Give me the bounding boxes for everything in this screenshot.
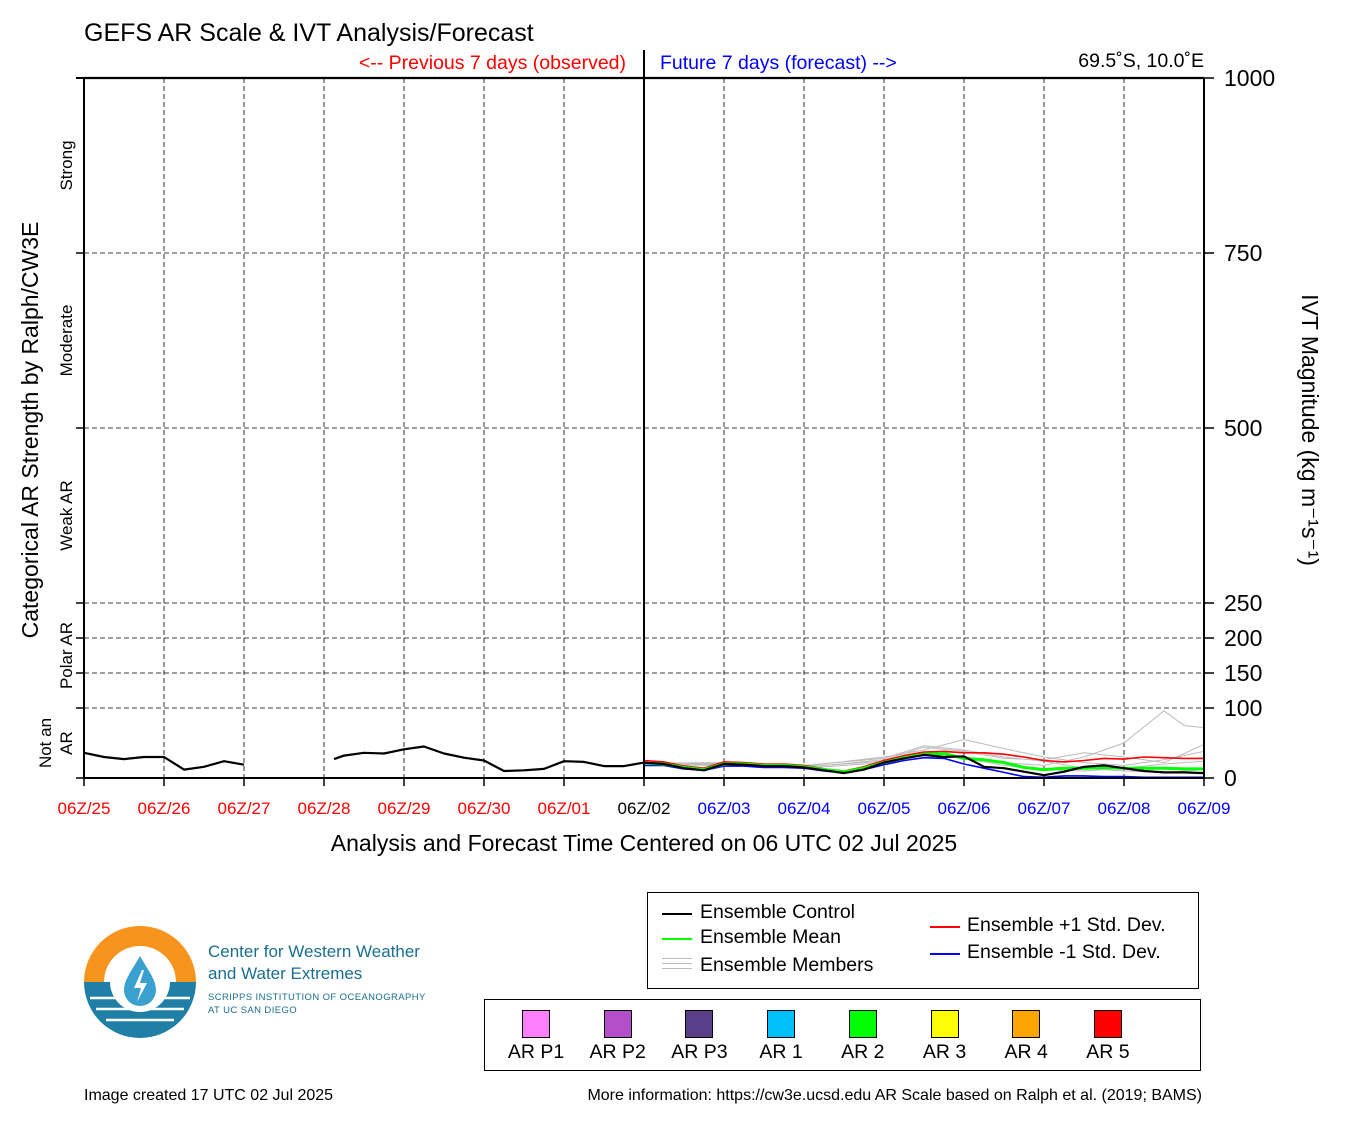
minus-std-line — [644, 756, 1204, 779]
ar-scale-swatch — [685, 1010, 714, 1038]
series-legend: Ensemble Control Ensemble Mean Ensemble … — [647, 892, 1199, 989]
ar-scale-label: AR 5 — [1086, 1041, 1130, 1063]
x-tick-label: 06Z/28 — [298, 799, 351, 818]
category-label: Weak AR — [57, 480, 76, 551]
cw3e-emblem-icon — [84, 926, 196, 1038]
location-label: 69.5˚S, 10.0˚E — [1078, 50, 1204, 72]
ar-scale-label: AR 4 — [1004, 1041, 1048, 1063]
x-tick-label: 06Z/26 — [138, 799, 191, 818]
ar-scale-item: AR P2 — [578, 1010, 658, 1064]
x-tick-label: 06Z/08 — [1098, 799, 1151, 818]
legend-members-swatch — [662, 958, 692, 969]
logo-subtitle-line1: SCRIPPS INSTITUTION OF OCEANOGRAPHY — [208, 992, 426, 1003]
logo-title-line1: Center for Western Weather — [208, 942, 420, 961]
ar-scale-item: AR P3 — [659, 1010, 739, 1064]
x-tick-label: 06Z/05 — [858, 799, 911, 818]
ensemble-control-line — [333, 745, 1205, 777]
ar-scale-item: AR 1 — [741, 1010, 821, 1064]
legend-plus-std-label: Ensemble +1 Std. Dev. — [967, 914, 1166, 936]
ivt-chart: GEFS AR Scale & IVT Analysis/Forecast <-… — [17, 19, 1323, 856]
ar-scale-item: AR 3 — [905, 1010, 985, 1064]
future-days-label: Future 7 days (forecast) --> — [660, 52, 897, 74]
ar-scale-label: AR 2 — [841, 1041, 885, 1063]
legend-control-label: Ensemble Control — [700, 901, 855, 923]
x-tick-label: 06Z/06 — [938, 799, 991, 818]
y-tick-label: 750 — [1224, 240, 1262, 266]
ar-scale-legend: AR P1 AR P2 AR P3 AR 1 AR 2 AR 3 AR 4 AR 5 — [484, 999, 1201, 1071]
ar-scale-item: AR 4 — [986, 1010, 1066, 1064]
plus-std-line — [643, 750, 1204, 772]
x-tick-label: 06Z/07 — [1018, 799, 1071, 818]
ar-scale-item: AR 5 — [1068, 1010, 1148, 1064]
cw3e-logo: Center for Western Weather and Water Ext… — [84, 926, 474, 1041]
y-tick-label: 250 — [1224, 590, 1262, 616]
ar-scale-label: AR 1 — [759, 1041, 803, 1063]
y-tick-label: 100 — [1224, 695, 1262, 721]
ar-scale-swatch — [522, 1010, 550, 1038]
ar-scale-label: AR P1 — [507, 1041, 565, 1063]
x-tick-label: 06Z/04 — [778, 799, 831, 818]
ar-scale-item: AR P1 — [496, 1010, 576, 1064]
legend-plus-std-swatch — [930, 926, 960, 928]
x-tick-label: 06Z/03 — [698, 799, 751, 818]
x-tick-label: 06Z/09 — [1178, 799, 1231, 818]
ar-scale-swatch — [848, 1010, 877, 1038]
axes: 0 100 150 200 250 500 750 1000 06Z/25 06Z/26 06Z/2… — [58, 50, 1275, 818]
ar-scale-label: AR P2 — [589, 1041, 646, 1063]
previous-days-label: <-- Previous 7 days (observed) — [359, 52, 626, 74]
ar-scale-swatch — [1012, 1010, 1041, 1038]
legend-minus-std-label: Ensemble -1 Std. Dev. — [967, 941, 1161, 963]
x-tick-label: 06Z/30 — [458, 799, 511, 818]
x-tick-label: 06Z/27 — [218, 799, 271, 818]
y-tick-label: 0 — [1224, 765, 1237, 791]
more-info-note: More information: https://cw3e.ucsd.edu … — [587, 1087, 1202, 1104]
ar-scale-item: AR 2 — [823, 1010, 903, 1064]
category-label: Not an — [36, 718, 55, 768]
series-lines — [83, 710, 1205, 779]
y-tick-label: 1000 — [1224, 65, 1275, 91]
ar-scale-swatch — [767, 1010, 796, 1038]
legend-mean-swatch — [662, 938, 692, 940]
logo-subtitle-line2: AT UC SAN DIEGO — [208, 1005, 298, 1016]
x-tick-label: 06Z/02 — [618, 799, 671, 818]
y-tick-label: 500 — [1224, 415, 1262, 441]
left-axis-title: Categorical AR Strength by Ralph/CW3E — [17, 222, 43, 639]
legend-control-swatch — [662, 913, 692, 915]
y-tick-label: 200 — [1224, 625, 1262, 651]
legend-mean-label: Ensemble Mean — [700, 926, 841, 948]
category-label: AR — [57, 731, 76, 755]
category-label: Strong — [57, 140, 76, 190]
x-axis-title: Analysis and Forecast Time Centered on 0… — [331, 830, 957, 856]
ar-scale-label: AR 3 — [922, 1041, 967, 1063]
logo-title-line2: and Water Extremes — [208, 964, 363, 983]
ar-scale-swatch — [930, 1010, 959, 1038]
x-tick-label: 06Z/29 — [378, 799, 431, 818]
x-tick-label: 06Z/25 — [58, 799, 111, 818]
ar-scale-swatch — [1093, 1010, 1122, 1038]
y-tick-label: 150 — [1224, 660, 1262, 686]
ar-scale-label: AR P3 — [671, 1041, 728, 1063]
chart-title: GEFS AR Scale & IVT Analysis/Forecast — [84, 19, 534, 47]
legend-minus-std-swatch — [930, 953, 960, 955]
ar-scale-swatch — [603, 1010, 632, 1038]
right-axis-title: IVT Magnitude (kg m⁻¹s⁻¹) — [1297, 294, 1323, 566]
category-label: Polar AR — [57, 622, 76, 689]
ensemble-control-line — [83, 751, 245, 771]
x-tick-label: 06Z/01 — [538, 799, 591, 818]
category-label: Moderate — [57, 305, 76, 377]
category-bands: Not an AR Polar AR Weak AR Moderate Strong — [36, 140, 76, 768]
legend-members-label: Ensemble Members — [700, 954, 874, 976]
image-created-note: Image created 17 UTC 02 Jul 2025 — [84, 1087, 334, 1104]
